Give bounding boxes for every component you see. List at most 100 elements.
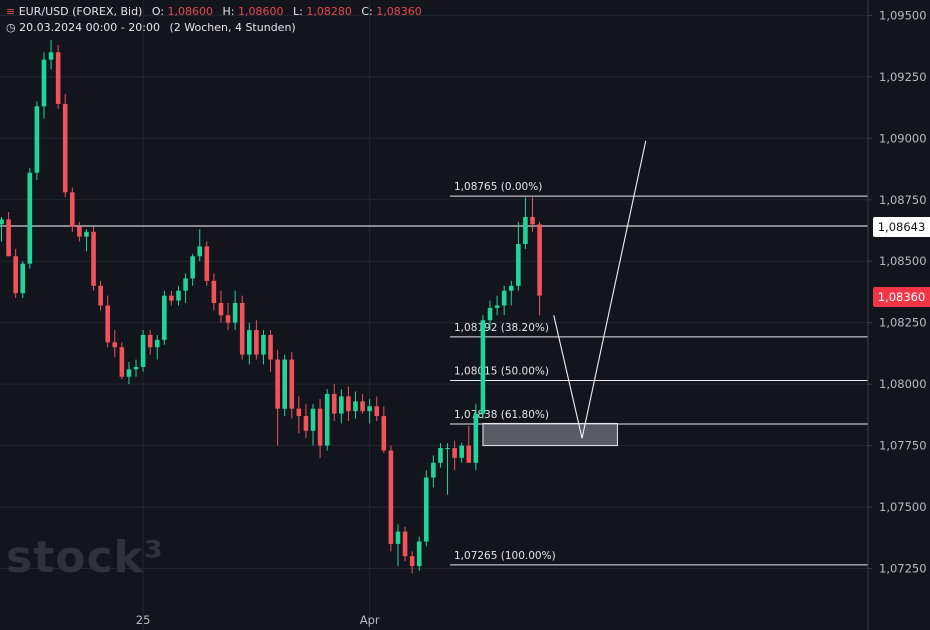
candle-body bbox=[119, 347, 125, 377]
candle-body bbox=[48, 52, 54, 60]
candle-body bbox=[268, 334, 273, 360]
candle-body bbox=[6, 219, 11, 257]
candle-body bbox=[247, 330, 252, 355]
candle-body bbox=[367, 406, 372, 412]
candle-body bbox=[416, 541, 422, 567]
candle-body bbox=[473, 413, 479, 463]
fib-level-label: 1,07838 (61.80%) bbox=[454, 409, 549, 421]
candle-body bbox=[353, 401, 358, 412]
candle-body bbox=[190, 256, 195, 279]
candle-body bbox=[55, 52, 61, 104]
candle-body bbox=[275, 359, 280, 409]
current-price-tag: 1,08360 bbox=[873, 287, 930, 307]
candle-body bbox=[154, 339, 160, 348]
candle-body bbox=[508, 285, 514, 291]
fib-level-label: 1,07265 (100.00%) bbox=[454, 550, 556, 562]
candle-body bbox=[105, 305, 110, 343]
price-tick-label: 1,08000 bbox=[879, 377, 927, 391]
price-tick-label: 1,08750 bbox=[879, 193, 927, 207]
candle-body bbox=[162, 295, 167, 340]
candle-body bbox=[27, 172, 33, 264]
candle-body bbox=[91, 231, 96, 286]
candle-body bbox=[176, 290, 181, 301]
interval-label: (2 Wochen, 4 Stunden) bbox=[169, 21, 296, 34]
fib-level-label: 1,08192 (38.20%) bbox=[454, 322, 549, 334]
candle-body bbox=[516, 244, 521, 286]
candle-body bbox=[438, 448, 443, 463]
candle-body bbox=[282, 359, 287, 409]
candle-body bbox=[254, 330, 259, 355]
candle-body bbox=[126, 369, 132, 377]
candle-body bbox=[197, 246, 203, 257]
time-range: 20.03.2024 00:00 - 20:00 bbox=[19, 21, 160, 34]
level-price-tag: 1,08643 bbox=[873, 217, 930, 237]
time-tick-label: 25 bbox=[136, 613, 151, 627]
candle-body bbox=[204, 246, 210, 281]
candle-body bbox=[374, 406, 380, 417]
candle-body bbox=[324, 393, 330, 446]
candle-body bbox=[183, 278, 188, 291]
candle-body bbox=[84, 231, 89, 237]
symbol-name[interactable]: EUR/USD (FOREX, Bid) bbox=[18, 5, 143, 18]
price-axis: 1,07250 1,07500 1,07750 1,08000 1,08250 1,085… bbox=[867, 0, 927, 630]
candle-body bbox=[346, 396, 351, 412]
candle-body bbox=[289, 359, 295, 409]
candle-body bbox=[431, 462, 436, 478]
candle-body bbox=[303, 416, 309, 431]
candle-body bbox=[296, 408, 302, 417]
stock3-logo: stock³ bbox=[6, 532, 165, 583]
candle-body bbox=[381, 416, 387, 451]
bar-chart-icon: ≡ bbox=[6, 5, 16, 18]
close-label: C: bbox=[361, 5, 373, 18]
candle-body bbox=[530, 216, 535, 225]
fib-level-label: 1,08765 (0.00%) bbox=[454, 181, 542, 193]
candle-body bbox=[211, 280, 217, 303]
candle-body bbox=[537, 224, 542, 296]
candle-body bbox=[424, 477, 429, 542]
candle-body bbox=[501, 290, 507, 306]
low-label: L: bbox=[293, 5, 303, 18]
close-value: 1,08360 bbox=[376, 5, 422, 18]
price-tick-label: 1,08250 bbox=[879, 316, 927, 330]
candle-body bbox=[70, 192, 75, 227]
candle-body bbox=[225, 315, 231, 323]
candle-body bbox=[77, 226, 82, 237]
candle-body bbox=[34, 106, 40, 173]
high-value: 1,08600 bbox=[238, 5, 284, 18]
candle-body bbox=[133, 366, 139, 370]
candle-body bbox=[466, 445, 472, 463]
candle-body bbox=[147, 334, 153, 348]
candle-body bbox=[317, 408, 323, 446]
projection-path[interactable] bbox=[553, 140, 647, 439]
candle-body bbox=[98, 285, 103, 306]
price-tick-label: 1,09250 bbox=[879, 70, 927, 84]
candle-body bbox=[402, 531, 408, 557]
target-zone[interactable] bbox=[482, 422, 618, 447]
candle-body bbox=[140, 334, 146, 367]
high-label: H: bbox=[222, 5, 235, 18]
candlestick-series bbox=[0, 39, 542, 574]
open-value: 1,08600 bbox=[167, 5, 214, 18]
candle-body bbox=[62, 103, 68, 193]
candle-body bbox=[487, 307, 493, 321]
price-tick-label: 1,07250 bbox=[879, 562, 927, 576]
time-axis: 25 Apr bbox=[136, 613, 380, 627]
candle-body bbox=[112, 342, 118, 348]
candle-body bbox=[310, 408, 316, 431]
fib-level-label: 1,08015 (50.00%) bbox=[454, 365, 549, 377]
symbol-header: ≡ EUR/USD (FOREX, Bid) O: 1,08600 H: 1,0… bbox=[6, 5, 422, 18]
candle-body bbox=[452, 448, 457, 458]
candle-body bbox=[169, 295, 174, 301]
time-tick-label: Apr bbox=[360, 613, 380, 627]
open-label: O: bbox=[151, 5, 165, 18]
low-value: 1,08280 bbox=[306, 5, 352, 18]
candle-body bbox=[459, 445, 464, 458]
fibonacci-retracement[interactable]: 1,08765 (0.00%) 1,08192 (38.20%) 1,08015 (… bbox=[450, 181, 868, 566]
candle-body bbox=[13, 256, 18, 294]
candle-body bbox=[445, 448, 450, 450]
candle-body bbox=[20, 263, 26, 294]
candle-body bbox=[339, 396, 344, 414]
candle-body bbox=[494, 305, 500, 308]
price-tick-label: 1,07750 bbox=[879, 439, 927, 453]
